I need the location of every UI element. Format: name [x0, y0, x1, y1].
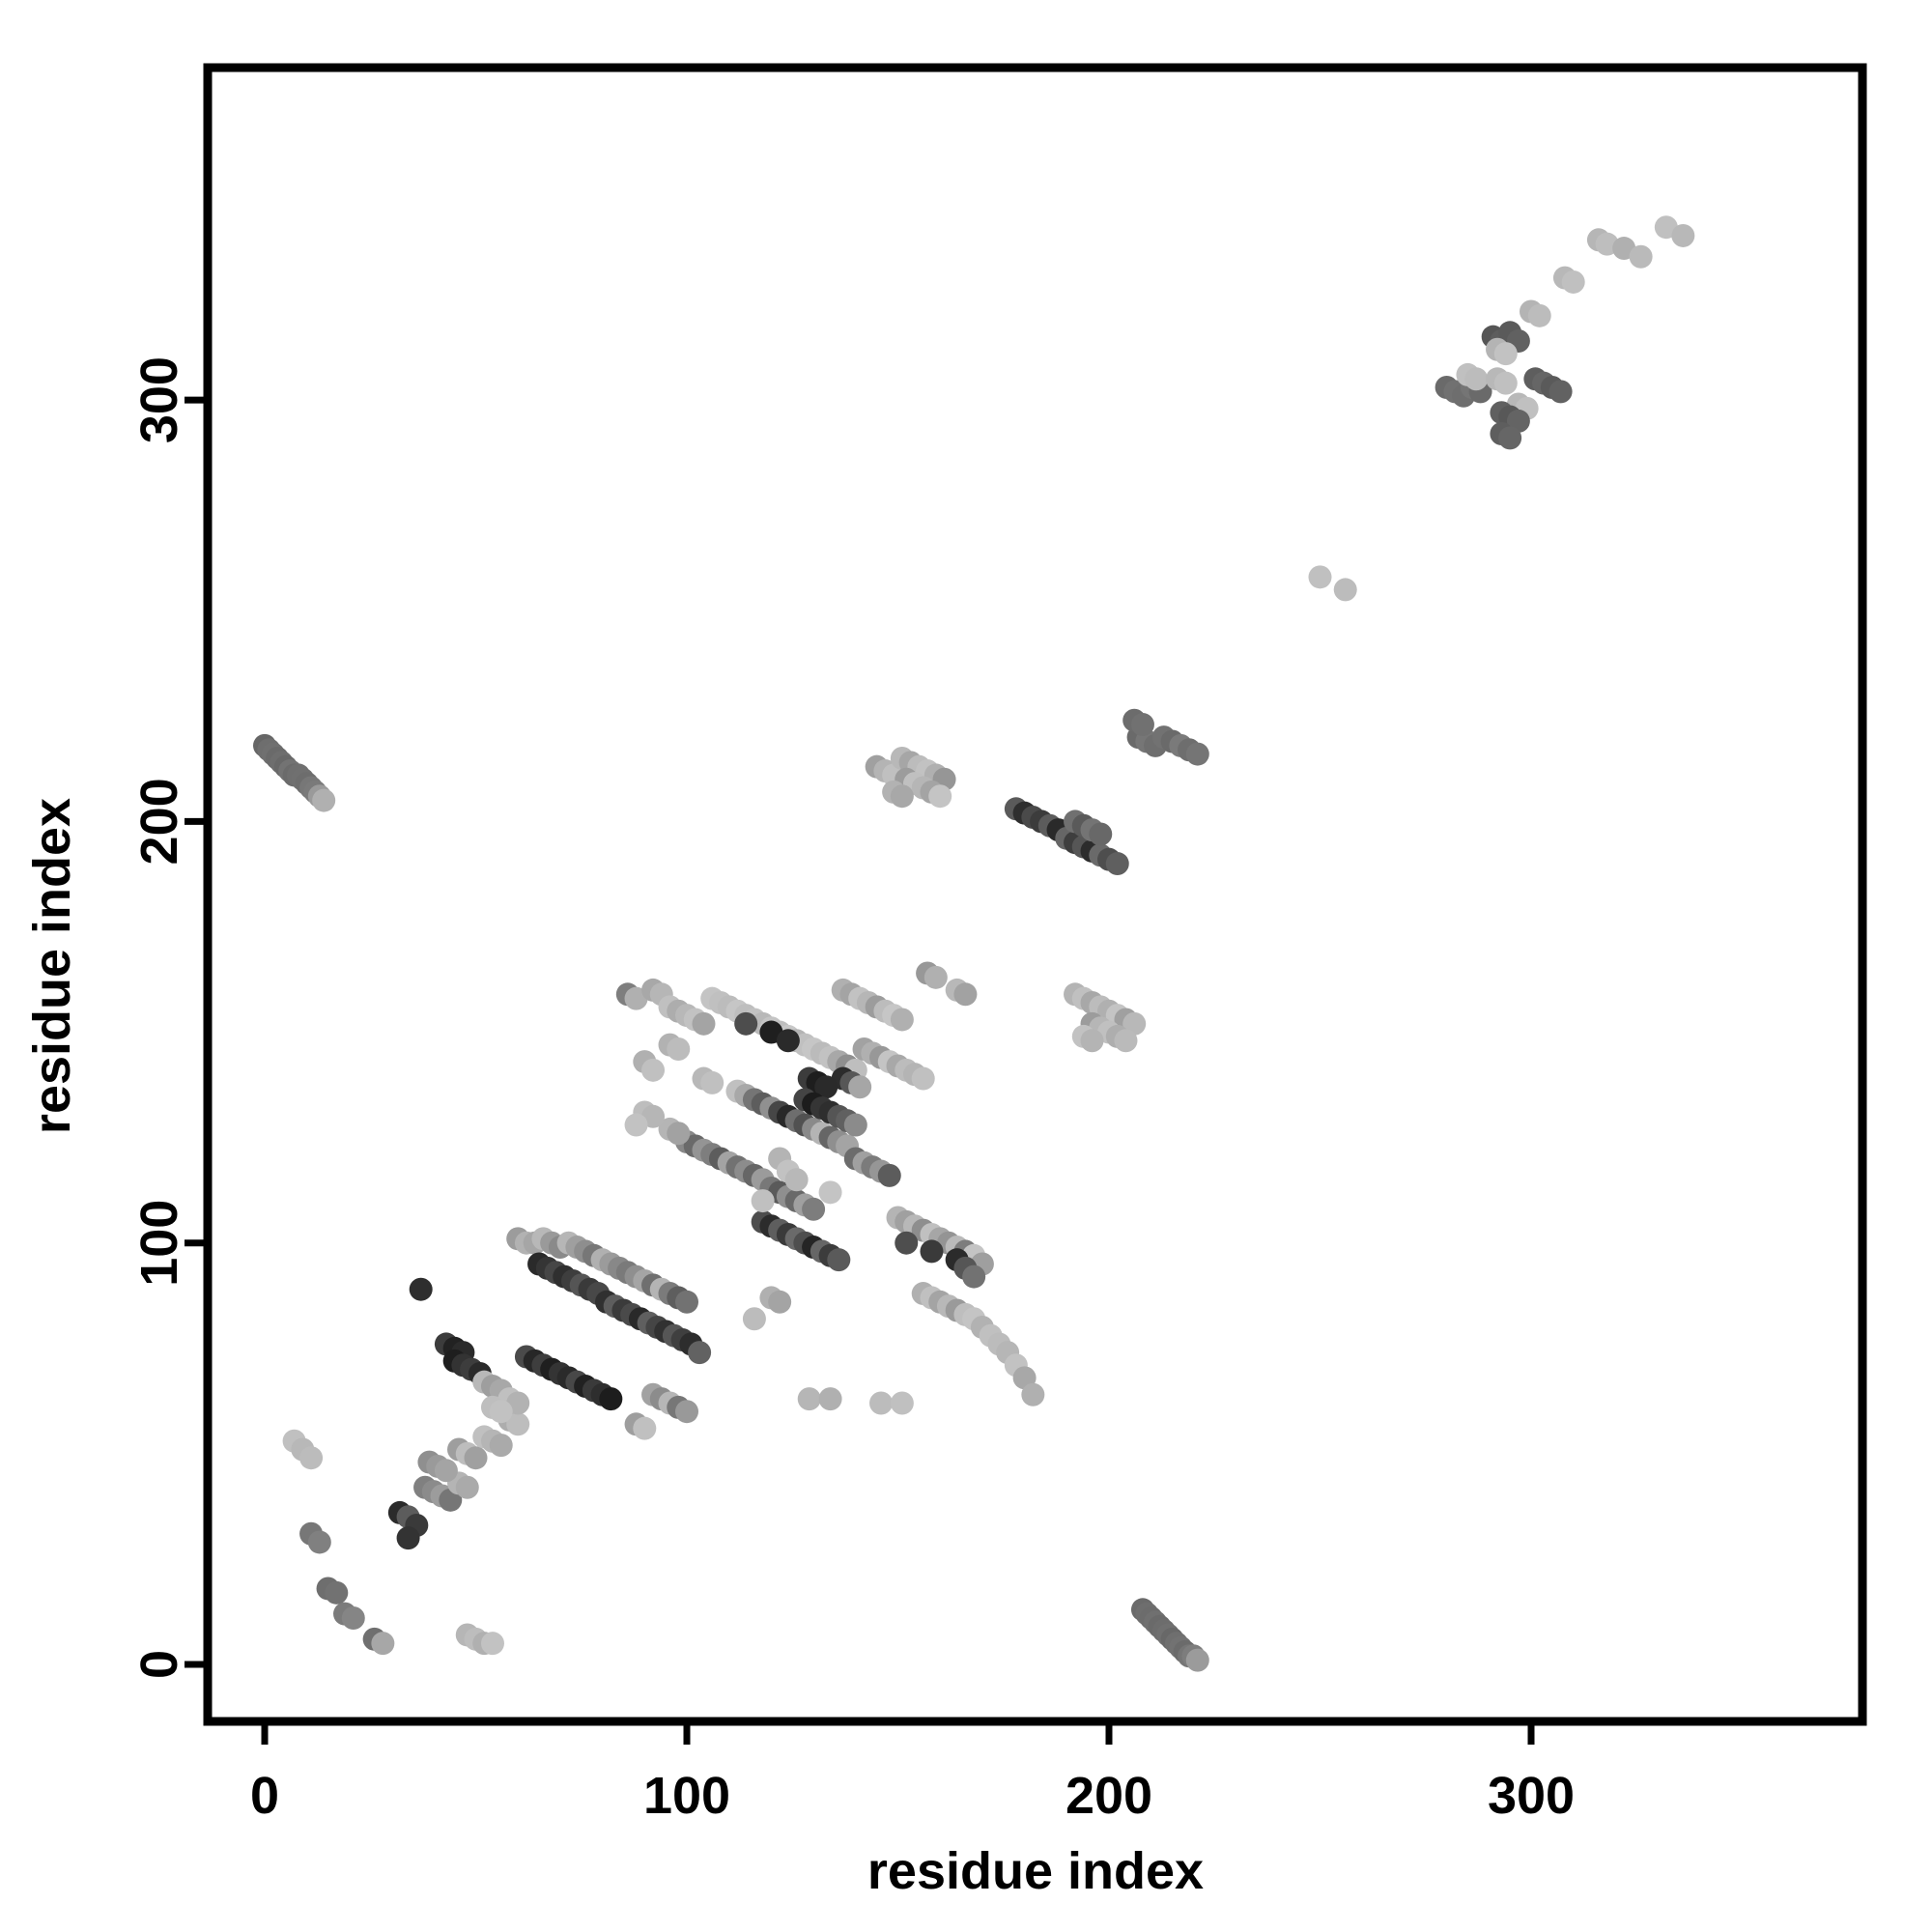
- contact-point: [1114, 1029, 1138, 1053]
- contact-point: [1464, 367, 1489, 391]
- contact-point: [325, 1580, 349, 1605]
- contact-point: [434, 1459, 458, 1483]
- contact-point: [776, 1029, 800, 1053]
- contact-point: [802, 1197, 826, 1221]
- contact-point: [1333, 578, 1357, 602]
- contact-point: [953, 982, 978, 1007]
- axis-labels-layer: residue index residue index 0 100 200 300 0 1…: [23, 356, 1575, 1900]
- contact-point: [312, 788, 336, 812]
- y-tick-label-200: 200: [130, 778, 188, 865]
- contact-point: [1089, 822, 1113, 846]
- contact-point: [1527, 303, 1551, 327]
- contact-point: [890, 784, 914, 809]
- contact-point: [920, 1239, 944, 1264]
- x-tick-label-0: 0: [250, 1767, 279, 1825]
- contact-point: [1671, 223, 1695, 247]
- y-tick-label-100: 100: [130, 1200, 188, 1287]
- contact-point: [692, 1011, 716, 1036]
- contact-point: [371, 1632, 395, 1656]
- contact-point: [307, 1530, 331, 1554]
- contact-point: [1498, 426, 1522, 450]
- plot-frame-rect: [203, 63, 1867, 1726]
- contact-point: [751, 1189, 775, 1213]
- contact-point: [923, 965, 948, 989]
- contact-point: [633, 1416, 657, 1440]
- contact-point: [742, 1307, 766, 1331]
- contact-point: [818, 1387, 842, 1411]
- contact-point: [675, 1400, 698, 1424]
- axis-ticks-layer: [185, 396, 1535, 1745]
- contact-point: [911, 1066, 935, 1091]
- contact-point: [1185, 742, 1209, 766]
- x-tick-label-200: 200: [1065, 1767, 1152, 1825]
- contact-point: [1080, 1029, 1104, 1053]
- plot-frame: [203, 63, 1867, 1726]
- contact-point: [688, 1341, 712, 1365]
- contact-point: [877, 1163, 901, 1187]
- contact-point: [928, 784, 952, 809]
- contact-point: [784, 1168, 809, 1192]
- contact-point: [675, 1290, 698, 1314]
- y-axis-title: residue index: [23, 798, 81, 1134]
- contact-point: [396, 1526, 420, 1550]
- contact-point: [464, 1446, 488, 1470]
- contact-point: [341, 1606, 365, 1631]
- x-axis-title: residue index: [867, 1842, 1204, 1900]
- contact-point: [624, 1113, 648, 1137]
- contact-point: [667, 1122, 691, 1146]
- y-tick-label-0: 0: [130, 1650, 188, 1679]
- contact-point: [768, 1290, 792, 1314]
- contact-point: [1493, 342, 1518, 366]
- contact-point: [827, 1248, 851, 1272]
- contact-point: [700, 1070, 724, 1094]
- x-tick-label-100: 100: [643, 1767, 730, 1825]
- contact-point: [299, 1446, 324, 1470]
- contact-point: [962, 1264, 986, 1289]
- contact-point: [641, 1058, 666, 1082]
- contact-point: [1561, 270, 1585, 294]
- contact-point: [1130, 713, 1154, 737]
- contact-point: [869, 1391, 894, 1415]
- contact-point: [1548, 380, 1573, 404]
- contact-point: [818, 1180, 842, 1205]
- x-tick-label-300: 300: [1488, 1767, 1575, 1825]
- contact-point: [814, 1075, 838, 1099]
- contact-point: [1021, 1382, 1045, 1406]
- contact-point: [895, 1231, 919, 1255]
- scatter-points-layer: [253, 215, 1695, 1672]
- contact-point: [489, 1434, 513, 1458]
- contact-point: [1629, 244, 1653, 269]
- contact-point: [409, 1277, 433, 1301]
- contact-point: [489, 1400, 513, 1424]
- contact-point: [797, 1387, 821, 1411]
- contact-point: [506, 1412, 530, 1436]
- contact-point: [890, 1391, 914, 1415]
- contact-point: [890, 1008, 914, 1032]
- y-tick-label-300: 300: [130, 356, 188, 443]
- contact-point: [667, 1037, 691, 1061]
- contact-point: [1308, 565, 1332, 589]
- contact-point: [480, 1632, 504, 1656]
- contact-point: [455, 1475, 479, 1499]
- contact-point: [843, 1113, 867, 1137]
- contact-point: [1185, 1648, 1209, 1672]
- contact-point: [1105, 852, 1129, 876]
- contact-point: [599, 1387, 623, 1411]
- contact-point: [848, 1075, 872, 1099]
- contact-point: [1493, 371, 1518, 395]
- contact-point: [734, 1011, 758, 1036]
